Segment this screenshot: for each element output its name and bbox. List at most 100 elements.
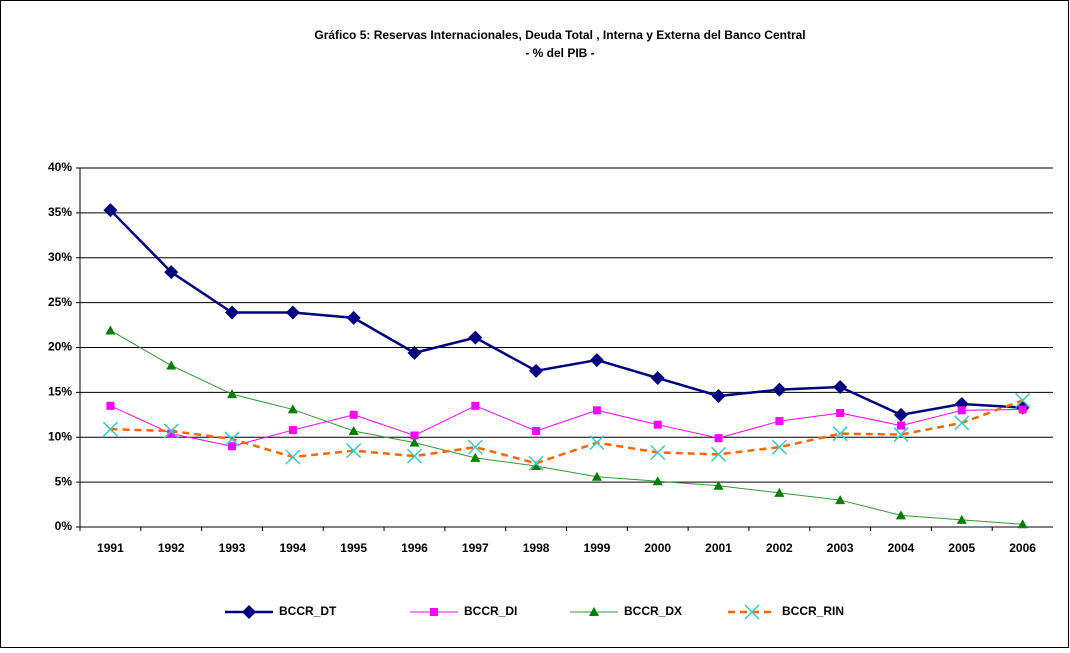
series-line (110, 399, 1024, 465)
point (1018, 405, 1027, 414)
x-tick-label: 1996 (401, 541, 428, 555)
point (528, 455, 544, 471)
point (346, 443, 362, 459)
point (1017, 519, 1028, 529)
x-tick-label: 2006 (1009, 541, 1036, 555)
point (166, 360, 177, 370)
x-tick-label: 2004 (888, 541, 915, 555)
point (103, 203, 118, 218)
point (591, 471, 602, 481)
x-tick-label: 1993 (219, 541, 246, 555)
point (772, 382, 787, 397)
x-tick-label: 1999 (584, 541, 611, 555)
x-tick-label: 2002 (766, 541, 793, 555)
point (774, 487, 785, 497)
point (225, 305, 240, 320)
point (771, 439, 787, 455)
y-tick-label: 15% (48, 385, 72, 399)
point (896, 421, 905, 430)
point (224, 431, 240, 447)
point (531, 460, 542, 470)
point (893, 427, 909, 443)
point (102, 421, 118, 437)
point (407, 345, 422, 360)
legend-marker (242, 605, 256, 619)
chart-subtitle: - % del PIB - (525, 46, 594, 60)
y-tick-label: 10% (48, 429, 72, 443)
legend-label: BCCR_RIN (782, 604, 844, 618)
legend-marker (744, 604, 760, 620)
point (775, 417, 784, 426)
legend-label: BCCR_DX (624, 604, 682, 618)
point (895, 510, 906, 520)
point (532, 426, 541, 435)
y-tick-label: 0% (55, 519, 73, 533)
point (711, 388, 726, 403)
point (836, 409, 845, 418)
point (467, 439, 483, 455)
point (589, 353, 604, 368)
series-line (110, 405, 1023, 447)
point (346, 310, 361, 325)
y-tick-label: 40% (48, 160, 72, 174)
point (410, 431, 419, 440)
x-tick-label: 1998 (523, 541, 550, 555)
point (713, 480, 724, 490)
point (835, 495, 846, 505)
point (833, 379, 848, 394)
point (285, 305, 300, 320)
legend-label: BCCR_DT (279, 604, 337, 618)
point (954, 415, 970, 431)
point (348, 425, 359, 435)
x-tick-label: 1995 (340, 541, 367, 555)
point (227, 389, 238, 399)
point (409, 437, 420, 447)
x-tick-label: 2001 (705, 541, 732, 555)
point (893, 407, 908, 422)
point (164, 265, 179, 280)
point (167, 429, 176, 438)
point (349, 410, 358, 419)
series-line (110, 330, 1023, 525)
x-tick-label: 2000 (644, 541, 671, 555)
x-tick-label: 1997 (462, 541, 489, 555)
point (163, 423, 179, 439)
x-tick-label: 2005 (948, 541, 975, 555)
point (287, 404, 298, 414)
point (529, 363, 544, 378)
point (711, 446, 727, 462)
point (406, 448, 422, 464)
point (1015, 392, 1031, 408)
point (650, 371, 665, 386)
point (105, 325, 116, 335)
x-tick-label: 1994 (279, 541, 306, 555)
point (228, 442, 237, 451)
point (714, 434, 723, 443)
point (471, 401, 480, 410)
point (106, 401, 115, 410)
point (650, 444, 666, 461)
point (956, 514, 967, 524)
y-tick-label: 35% (48, 205, 72, 219)
point (652, 476, 663, 486)
series-line (109, 209, 1023, 417)
y-tick-label: 20% (48, 340, 72, 354)
x-tick-label: 1992 (158, 541, 185, 555)
point (285, 449, 301, 465)
legend-marker (589, 607, 599, 616)
point (653, 420, 662, 429)
point (957, 406, 966, 415)
legend-label: BCCR_DI (464, 604, 517, 618)
point (468, 330, 483, 345)
point (470, 452, 481, 462)
x-tick-label: 2003 (827, 541, 854, 555)
point (589, 435, 605, 451)
y-tick-label: 25% (48, 295, 72, 309)
y-tick-label: 30% (48, 250, 72, 264)
chart-title: Gráfico 5: Reservas Internacionales, Deu… (314, 28, 805, 42)
point (832, 426, 848, 442)
x-tick-label: 1991 (97, 541, 124, 555)
